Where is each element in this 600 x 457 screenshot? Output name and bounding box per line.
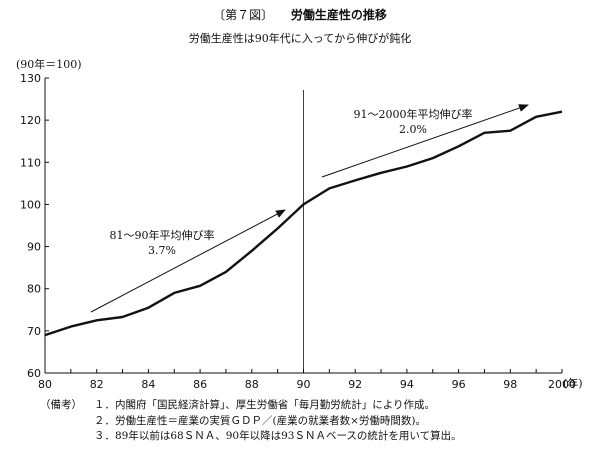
series-line-labor-productivity	[44, 110, 563, 337]
x-axis-unit-label: (年)	[563, 376, 583, 390]
x-tick-label: 92	[348, 378, 362, 391]
note-row-1: （備考） １．内閣府「国民経済計算」、厚生労働省「毎月勤労統計」により作成。	[40, 398, 462, 414]
notes-label: （備考）	[40, 399, 82, 411]
x-tick-label: 84	[141, 378, 155, 391]
figure-number: 〔第７図〕	[213, 8, 274, 22]
y-tick-label: 100	[20, 198, 41, 211]
trend-arrow-1991-2000	[321, 104, 529, 178]
figure-title-bar: 〔第７図〕 労働生産性の推移	[0, 6, 600, 23]
x-tick-label: 2000	[548, 378, 576, 391]
figure-subtitle: 労働生産性は90年代に入ってから伸びが鈍化	[188, 32, 412, 45]
y-tick-label: 90	[27, 241, 41, 254]
x-tick-label: 80	[38, 378, 52, 391]
y-tick-label: 110	[20, 156, 41, 169]
y-tick-label: 70	[27, 325, 41, 338]
x-tick-label: 86	[193, 378, 207, 391]
annotation-2-value: 2.0%	[399, 123, 427, 136]
note-2: ２．労働生産性＝産業の実質ＧＤＰ／(産業の就業者数×労働時間数)。	[94, 414, 426, 427]
notes-section: （備考） １．内閣府「国民経済計算」、厚生労働省「毎月勤労統計」により作成。 ２…	[40, 398, 462, 445]
y-axis-unit-label: (90年＝100)	[16, 57, 82, 71]
figure-title: 労働生産性の推移	[290, 8, 387, 22]
note-row-2: ２．労働生産性＝産業の実質ＧＤＰ／(産業の就業者数×労働時間数)。	[40, 414, 462, 430]
y-tick-label: 130	[20, 72, 41, 85]
annotation-2-label: 91～2000年平均伸び率	[354, 107, 473, 121]
note-row-3: ３．89年以前は68ＳＮＡ、90年以降は93ＳＮＡベースの統計を用いて算出。	[40, 429, 462, 445]
x-tick-label: 82	[90, 378, 104, 391]
x-tick-label: 98	[503, 378, 517, 391]
annotation-1-label: 81～90年平均伸び率	[110, 228, 215, 242]
x-tick-label: 88	[245, 378, 259, 391]
trend-arrow-1981-1990	[90, 209, 286, 313]
y-tick-label: 120	[20, 114, 41, 127]
note-3: ３．89年以前は68ＳＮＡ、90年以降は93ＳＮＡベースの統計を用いて算出。	[94, 430, 462, 442]
y-tick-label: 80	[27, 283, 41, 296]
x-tick-label: 90	[297, 378, 311, 391]
annotation-1-value: 3.7%	[148, 244, 176, 257]
line-chart: 60 70 80 90 100 110 120 130 80 82 84 86 88 90 92 94 96 98…	[16, 57, 583, 391]
y-tick-label: 60	[27, 367, 41, 380]
x-tick-label: 96	[452, 378, 466, 391]
x-tick-label: 94	[400, 378, 414, 391]
note-1: １．内閣府「国民経済計算」、厚生労働省「毎月勤労統計」により作成。	[94, 399, 436, 411]
